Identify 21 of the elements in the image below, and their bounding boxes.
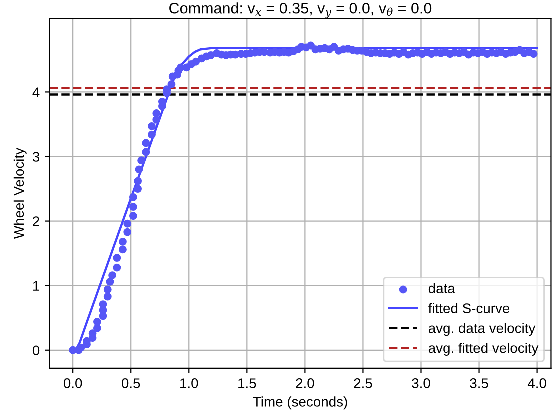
y-axis-title: Wheel Velocity [14,148,27,240]
x-tick-label: 2.0 [296,378,314,388]
x-axis-title: Time (seconds) [253,396,348,410]
y-tick-label: 2 [33,216,40,226]
x-tick-label: 3.5 [470,378,488,388]
x-tick-label: 4.0 [528,378,546,388]
chart-title: Command: v$_{x}$ = 0.35, v$_{y}$ = 0.0, v$_{θ}$ = 0.0 [170,2,432,18]
x-tick-label: 1.5 [238,378,256,388]
y-tick-label: 0 [32,346,40,356]
y-tick-label: 4 [32,88,40,98]
legend-label: avg. fitted velocity [428,343,539,356]
legend-label: avg. data velocity [428,323,536,336]
x-tick-label: 2.5 [354,378,372,388]
x-tick-label: 0.0 [64,378,82,388]
y-tick-label: 1 [33,281,40,291]
x-tick-label: 0.5 [122,378,140,388]
y-tick-label: 3 [32,152,40,162]
legend-label: data [428,283,456,294]
x-tick-label: 3.0 [412,378,430,388]
legend-label: fitted S-curve [428,303,510,314]
x-tick-label: 1.0 [180,378,198,388]
